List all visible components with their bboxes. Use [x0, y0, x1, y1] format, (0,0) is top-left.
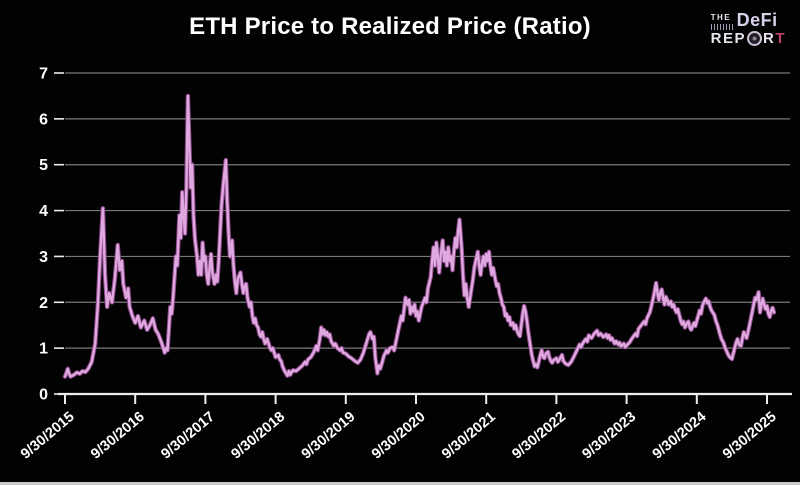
logo-report-label: REP R T: [711, 31, 786, 46]
x-tick-label: 9/30/2023: [579, 409, 639, 463]
barcode-icon: [710, 24, 733, 30]
series-line: [63, 94, 776, 378]
y-tick-label: 6: [39, 111, 48, 128]
series-line-halo: [62, 93, 777, 379]
x-tick-label: 9/30/2021: [439, 409, 499, 463]
y-tick-label: 7: [39, 66, 48, 83]
logo-brand-label: DeFi: [736, 10, 778, 30]
logo-top-row: THE DeFi: [710, 10, 786, 30]
y-tick-label: 3: [39, 249, 48, 266]
y-tick-label: 2: [39, 295, 48, 312]
logo-report-pre: REP: [710, 30, 746, 47]
x-tick-label: 9/30/2015: [18, 409, 78, 463]
x-tick-label: 9/30/2016: [88, 409, 148, 463]
y-tick-label: 0: [39, 387, 48, 404]
x-tick-label: 9/30/2025: [720, 409, 780, 463]
y-tick-label: 1: [39, 341, 48, 358]
y-tick-label: 4: [39, 203, 48, 220]
x-tick-label: 9/30/2020: [369, 409, 429, 463]
logo-report-t: T: [775, 30, 786, 47]
bottom-border: [0, 482, 800, 485]
x-tick-label: 9/30/2019: [299, 409, 359, 463]
x-tick-label: 9/30/2018: [228, 409, 288, 463]
coin-o-icon: [746, 31, 762, 46]
logo-left-column: THE: [710, 11, 733, 30]
logo-the-label: THE: [710, 13, 732, 22]
defi-report-logo: THE DeFi REP R T: [710, 10, 786, 46]
x-tick-label: 9/30/2022: [509, 409, 569, 463]
x-tick-label: 9/30/2017: [158, 409, 218, 463]
y-tick-label: 5: [39, 157, 48, 174]
x-tick-label: 9/30/2024: [650, 409, 710, 463]
chart-title: ETH Price to Realized Price (Ratio): [189, 13, 591, 40]
logo-report-r: R: [762, 30, 776, 47]
